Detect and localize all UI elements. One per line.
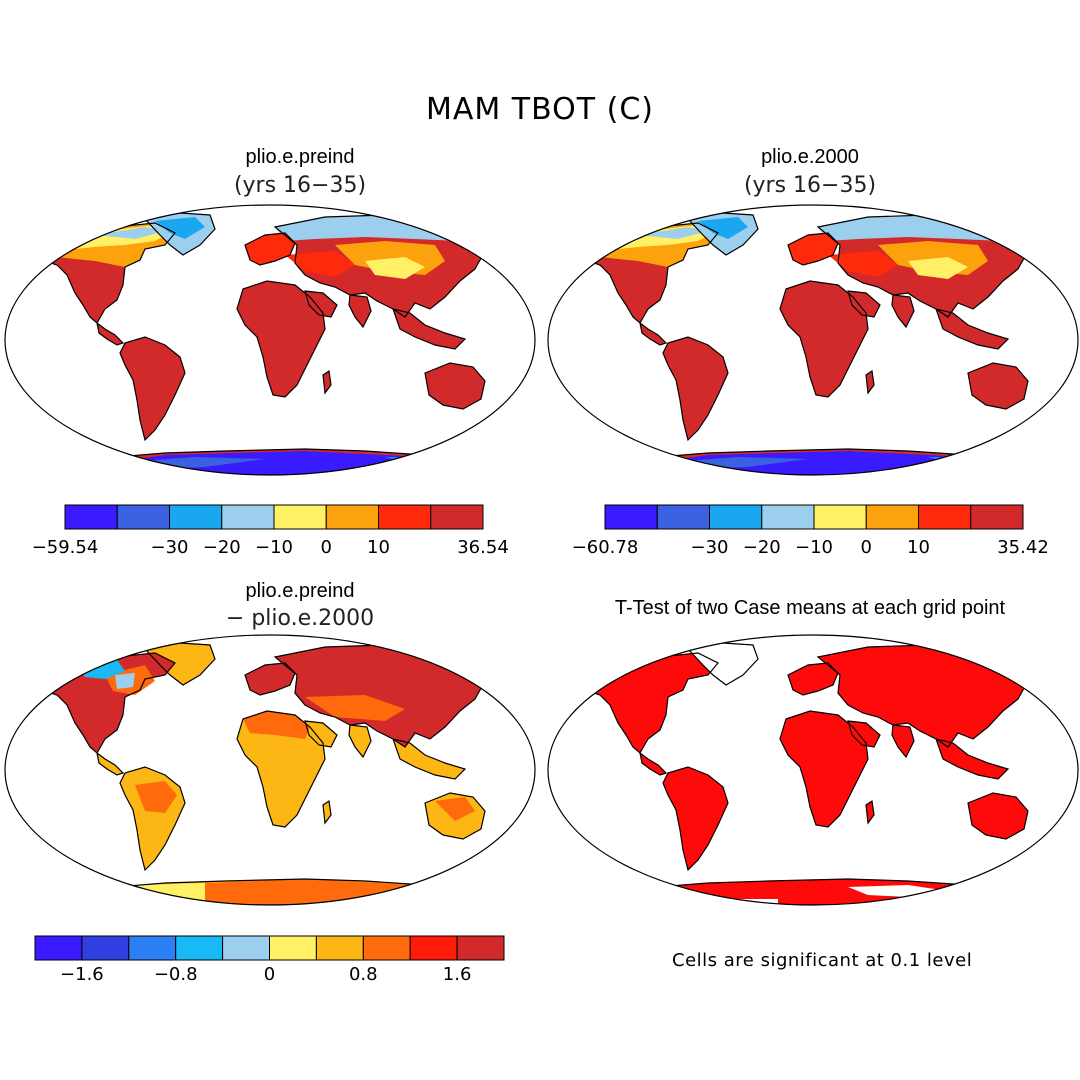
colorbar-swatch xyxy=(656,504,710,530)
colorbar-swatch xyxy=(81,935,130,961)
panel-4-title: T-Test of two Case means at each grid po… xyxy=(614,597,1006,619)
panel-1-map xyxy=(4,204,536,476)
panel-2-map xyxy=(547,204,1079,476)
colorbar-tick-label: −1.6 xyxy=(60,964,104,985)
colorbar-swatch xyxy=(315,935,364,961)
colorbar-swatch xyxy=(221,504,275,530)
colorbar-swatch xyxy=(918,504,972,530)
panel-4-map xyxy=(547,634,1079,906)
colorbar-tick-label: 0.8 xyxy=(348,964,378,985)
colorbar-tick-label: −0.8 xyxy=(153,964,198,985)
colorbar-swatch xyxy=(169,504,223,530)
colorbar-swatch xyxy=(430,504,484,530)
colorbar-swatch xyxy=(175,935,224,961)
colorbar-tick-label: −20 xyxy=(742,537,781,558)
figure-title: MAM TBOT (C) xyxy=(425,92,655,127)
colorbar-tick-label: −10 xyxy=(795,537,833,558)
panel-1-title: plio.e.preind xyxy=(245,146,355,168)
colorbar-tick-label: −30 xyxy=(150,537,189,558)
colorbar-tick-label: −59.54 xyxy=(31,537,99,558)
colorbar-swatch xyxy=(269,935,317,961)
colorbar-swatch xyxy=(456,935,505,961)
colorbar-swatch xyxy=(273,504,327,530)
panel-2-title: plio.e.2000 xyxy=(761,146,859,168)
colorbar-swatch xyxy=(64,504,118,530)
panel-3-map xyxy=(4,634,536,906)
colorbar-swatch xyxy=(34,935,83,961)
colorbar-swatch xyxy=(128,935,177,961)
colorbar-2 xyxy=(604,504,1024,530)
colorbar-swatch xyxy=(362,935,411,961)
colorbar-tick-label: −30 xyxy=(690,537,729,558)
colorbar-tick-label: 0 xyxy=(860,537,872,558)
colorbar-swatch xyxy=(813,504,867,530)
colorbar-tick-label: 35.42 xyxy=(997,537,1049,558)
colorbar-swatch xyxy=(378,504,432,530)
colorbar-tick-label: 0 xyxy=(263,964,276,985)
colorbar-swatch xyxy=(116,504,170,530)
colorbar-swatch xyxy=(604,504,658,530)
colorbar-tick-label: 0 xyxy=(320,537,332,558)
colorbar-swatch xyxy=(761,504,815,530)
colorbar-3 xyxy=(34,935,505,961)
colorbar-tick-label: 10 xyxy=(907,537,930,558)
colorbar-swatch xyxy=(865,504,919,530)
colorbar-tick-label: 36.54 xyxy=(457,537,509,558)
panel-2-subtitle: (yrs 16−35) xyxy=(743,173,877,198)
colorbar-tick-label: −60.78 xyxy=(571,537,639,558)
colorbar-swatch xyxy=(222,935,271,961)
colorbar-tick-label: −20 xyxy=(202,537,241,558)
colorbar-tick-label: −10 xyxy=(255,537,293,558)
colorbar-tick-label: 10 xyxy=(367,537,390,558)
colorbar-tick-label: 1.6 xyxy=(442,964,472,985)
panel-3-subtitle: − plio.e.2000 xyxy=(225,606,375,631)
colorbar-swatch xyxy=(325,504,379,530)
panel-3-title: plio.e.preind xyxy=(245,580,355,602)
colorbar-1 xyxy=(64,504,484,530)
significance-note: Cells are significant at 0.1 level xyxy=(672,950,973,971)
colorbar-swatch xyxy=(709,504,763,530)
panel-1-subtitle: (yrs 16−35) xyxy=(233,173,367,198)
colorbar-swatch xyxy=(409,935,458,961)
colorbar-swatch xyxy=(970,504,1024,530)
